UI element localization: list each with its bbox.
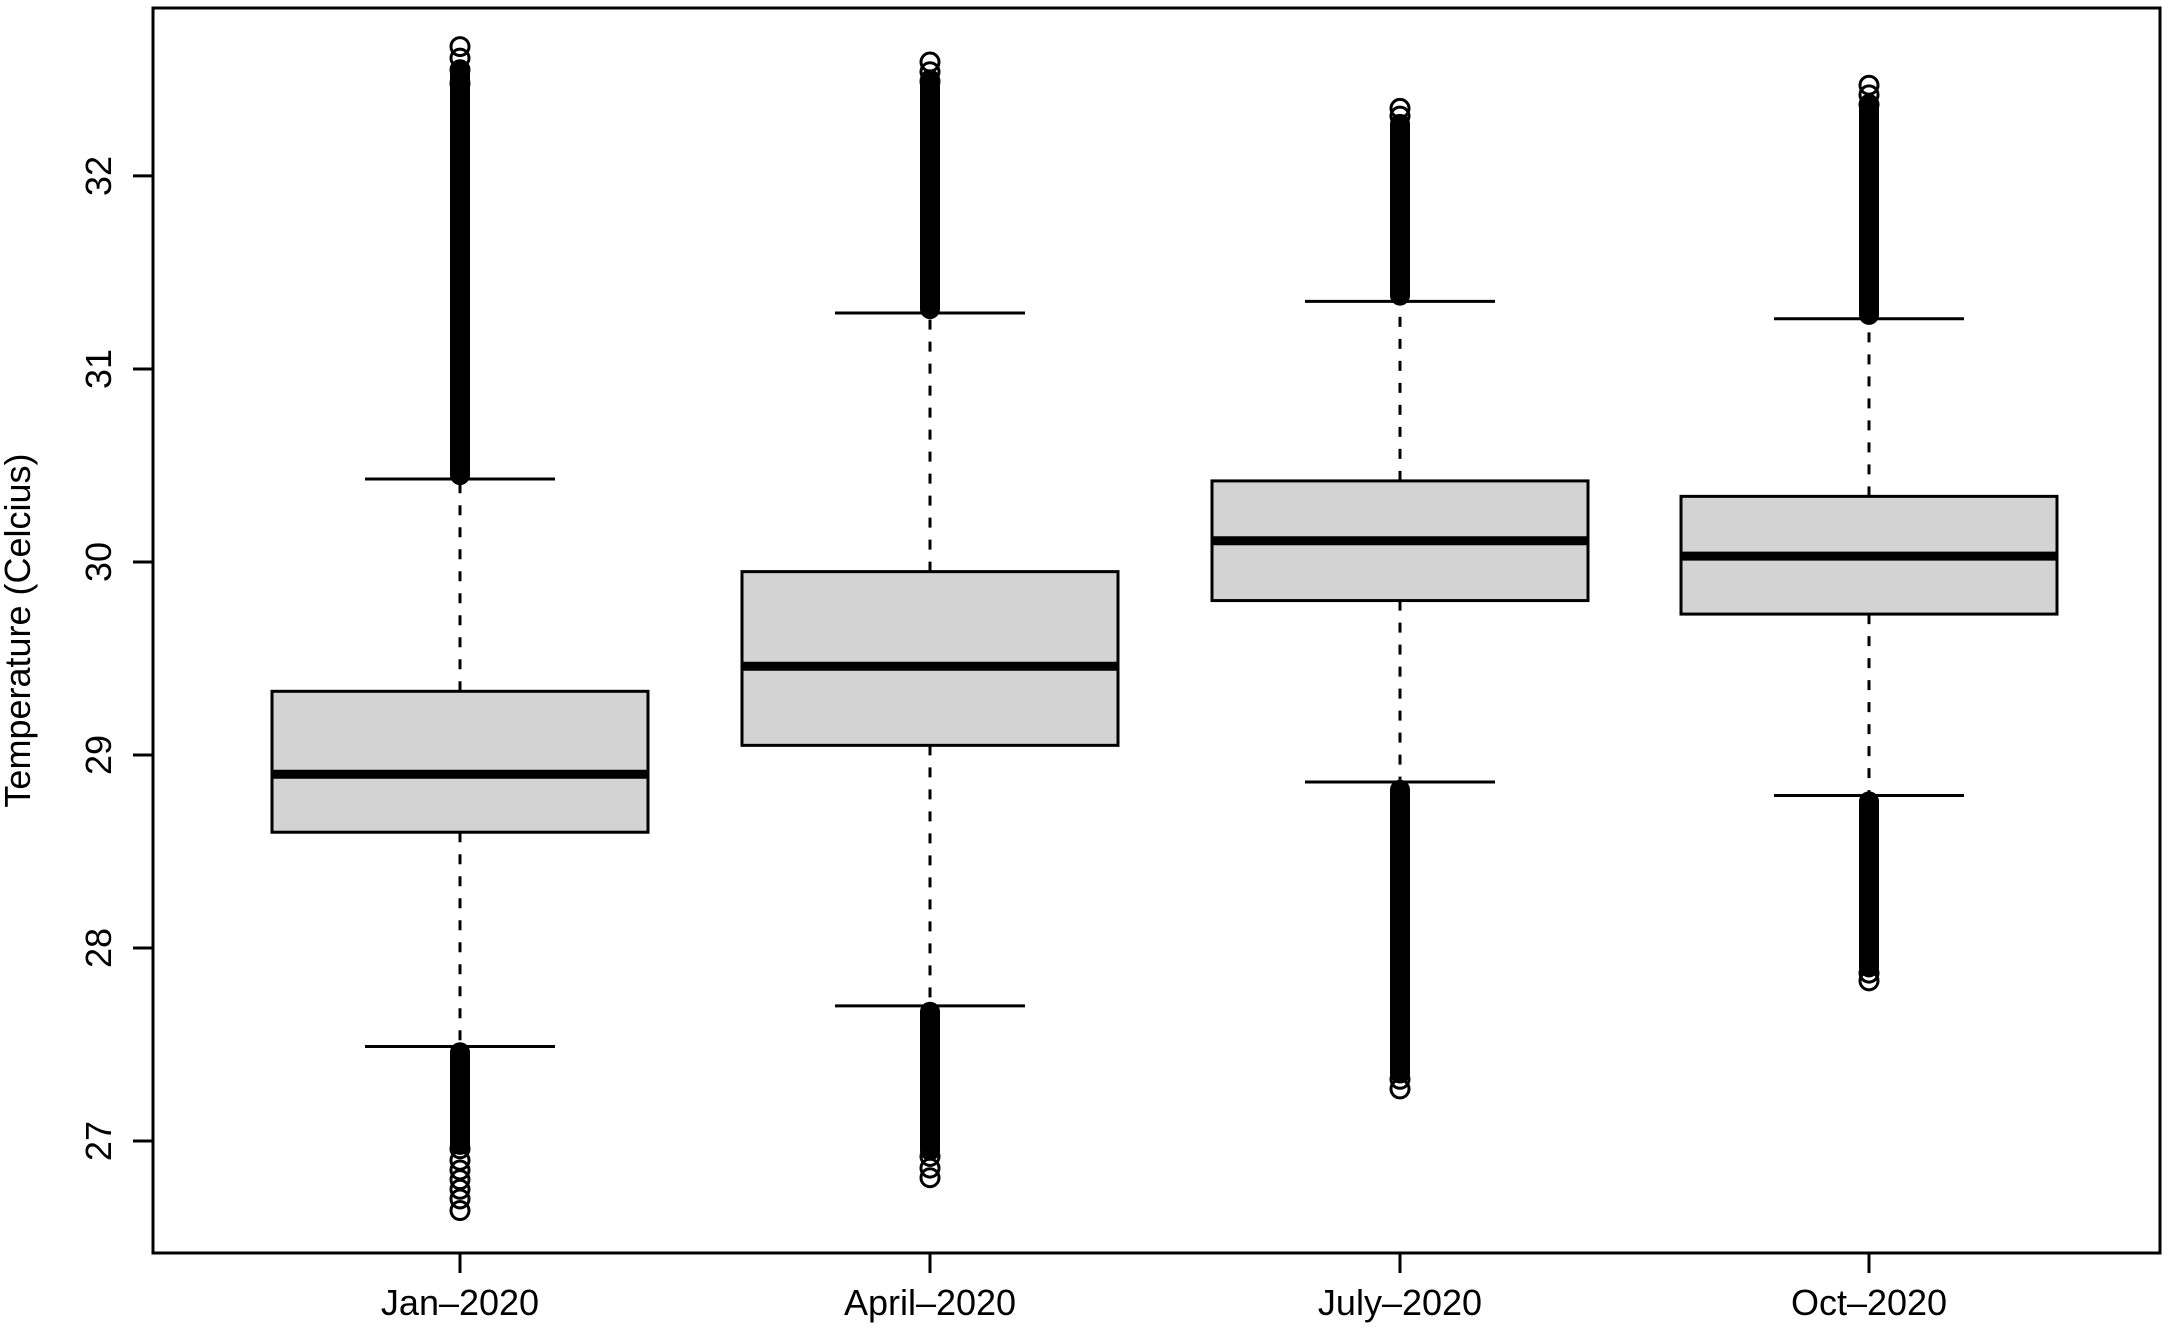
lower-outlier-point [449,1178,471,1200]
upper-outlier-point [1858,94,1880,116]
lower-outlier-point [1389,1068,1411,1090]
lower-outlier-point [449,1138,471,1160]
lower-outlier-point [449,1200,471,1222]
x-axis-category-label: Jan–2020 [381,1282,539,1323]
lower-outlier-point [919,1145,941,1167]
x-axis-category-label: April–2020 [844,1282,1016,1323]
y-axis-tick-label: 32 [78,156,119,196]
upper-outlier-point [449,47,471,69]
y-axis-tick-label: 30 [78,542,119,582]
lower-outlier-point [919,1167,941,1189]
y-axis-tick-label: 31 [78,349,119,389]
y-axis-tick-label: 28 [78,928,119,968]
lower-outlier-point [1858,962,1880,984]
upper-outlier-point [449,72,471,94]
iqr-box [270,689,650,834]
upper-outlier-point [1858,84,1880,106]
y-axis-title: Temperature (Celcius) [0,453,38,807]
upper-outlier-point [919,61,941,83]
iqr-box [740,570,1120,747]
upper-outlier-point [1389,105,1411,127]
upper-outlier-point [1389,97,1411,119]
y-axis-tick-label: 27 [78,1121,119,1161]
lower-outlier-point [1389,1078,1411,1100]
lower-outlier-point [449,1188,471,1210]
y-axis-tick-label: 29 [78,735,119,775]
upper-outlier-point [919,70,941,92]
upper-outlier-point [449,36,471,58]
plot-border [151,6,2162,1255]
lower-outlier-point [919,1157,941,1179]
lower-outlier-point [1858,970,1880,992]
upper-outlier-point [449,59,471,81]
x-axis-category-label: Oct–2020 [1791,1282,1947,1323]
x-axis-category-label: July–2020 [1318,1282,1482,1323]
